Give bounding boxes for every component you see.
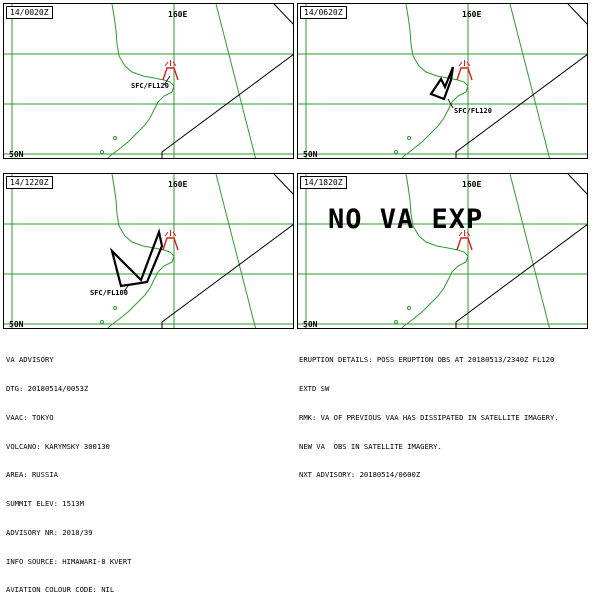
fir-boundary [455, 54, 587, 158]
island [100, 320, 104, 324]
advisory-line: VOLCANO: KARYMSKY 300130 [6, 441, 110, 451]
ash-cloud-outline [109, 228, 164, 288]
ash-cloud-label: SFC/FL120 [131, 82, 169, 90]
advisory-line: AREA: RUSSIA [6, 470, 58, 480]
island [394, 150, 398, 154]
map-panel-4: 14/1820Z 160E 50N NO VA EXP [297, 173, 588, 329]
map-panel-1: 14/0020Z 160E 50N SFC/FL120 [3, 3, 294, 159]
map-graphics [298, 174, 587, 328]
label-leader [163, 75, 171, 86]
panel-time: 14/0620Z [300, 6, 347, 19]
map-graphics [298, 4, 587, 158]
coastline [107, 4, 175, 158]
advisory-line: RMK: VA OF PREVIOUS VAA HAS DISSIPATED I… [299, 412, 559, 422]
lat-label: 50N [9, 320, 24, 329]
advisory-left: VA ADVISORY DTG: 20180514/0053Z VAAC: TO… [6, 336, 132, 605]
advisory-line: VAAC: TOKYO [6, 412, 54, 422]
fir-boundary [161, 224, 293, 328]
advisory-line: INFO SOURCE: HIMAWARI-8 KVERT [6, 556, 132, 566]
ash-cloud-outline [429, 66, 455, 101]
advisory-right: ERUPTION DETAILS: POSS ERUPTION OBS AT 2… [299, 336, 559, 490]
fir-boundary [273, 4, 293, 25]
island [100, 150, 104, 154]
panel-time: 14/0020Z [6, 6, 53, 19]
advisory-line: SUMMIT ELEV: 1513M [6, 499, 84, 509]
lon-label: 160E [462, 180, 482, 189]
volcano-icon [162, 60, 179, 81]
fir-boundary [273, 174, 293, 195]
label-leader [447, 98, 454, 109]
advisory-line: ERUPTION DETAILS: POSS ERUPTION OBS AT 2… [299, 355, 555, 365]
no-va-exp-text: NO VA EXP [328, 204, 484, 235]
coastline [107, 174, 175, 328]
volcano-icon [456, 60, 473, 81]
ash-cloud-label: SFC/FL120 [454, 107, 492, 115]
map-graphics [4, 174, 293, 328]
panel-time: 14/1220Z [6, 176, 53, 189]
lat-label: 50N [303, 150, 318, 159]
advisory-line: NXT ADVISORY: 20180514/0600Z [299, 470, 421, 480]
fir-boundary [567, 4, 587, 25]
fir-boundary [455, 224, 587, 328]
volcano-icon [162, 230, 179, 251]
lat-label: 50N [303, 320, 318, 329]
advisory-line: DTG: 20180514/0053Z [6, 383, 89, 393]
coastline [401, 174, 469, 328]
map-panel-3: 14/1220Z 160E 50N SFC/FL100 [3, 173, 294, 329]
advisory-line: NEW VA OBS IN SATELLITE IMAGERY. [299, 441, 442, 451]
island [407, 306, 411, 310]
advisory-line: VA ADVISORY [6, 355, 54, 365]
advisory-line: AVIATION COLOUR CODE: NIL [6, 585, 115, 595]
map-graphics [4, 4, 293, 158]
ash-cloud-label: SFC/FL100 [90, 289, 128, 297]
grid-lon-line [509, 4, 551, 158]
advisory-line: EXTD SW [299, 383, 330, 393]
grid-lon-line [509, 174, 551, 328]
lon-label: 160E [168, 180, 188, 189]
fir-boundary [161, 54, 293, 158]
island [394, 320, 398, 324]
panel-time: 14/1820Z [300, 176, 347, 189]
lon-label: 160E [168, 10, 188, 19]
lat-label: 50N [9, 150, 24, 159]
grid-lon-line [215, 4, 257, 158]
fir-boundary [567, 174, 587, 195]
island [407, 136, 411, 140]
map-panel-2: 14/0620Z 160E 50N SFC/FL120 [297, 3, 588, 159]
advisory-line: ADVISORY NR: 2018/39 [6, 527, 93, 537]
grid-lon-line [215, 174, 257, 328]
volcano-icon [456, 230, 473, 251]
label-leader [123, 284, 130, 292]
lon-label: 160E [462, 10, 482, 19]
island [113, 306, 117, 310]
island [113, 136, 117, 140]
coastline [401, 4, 469, 158]
